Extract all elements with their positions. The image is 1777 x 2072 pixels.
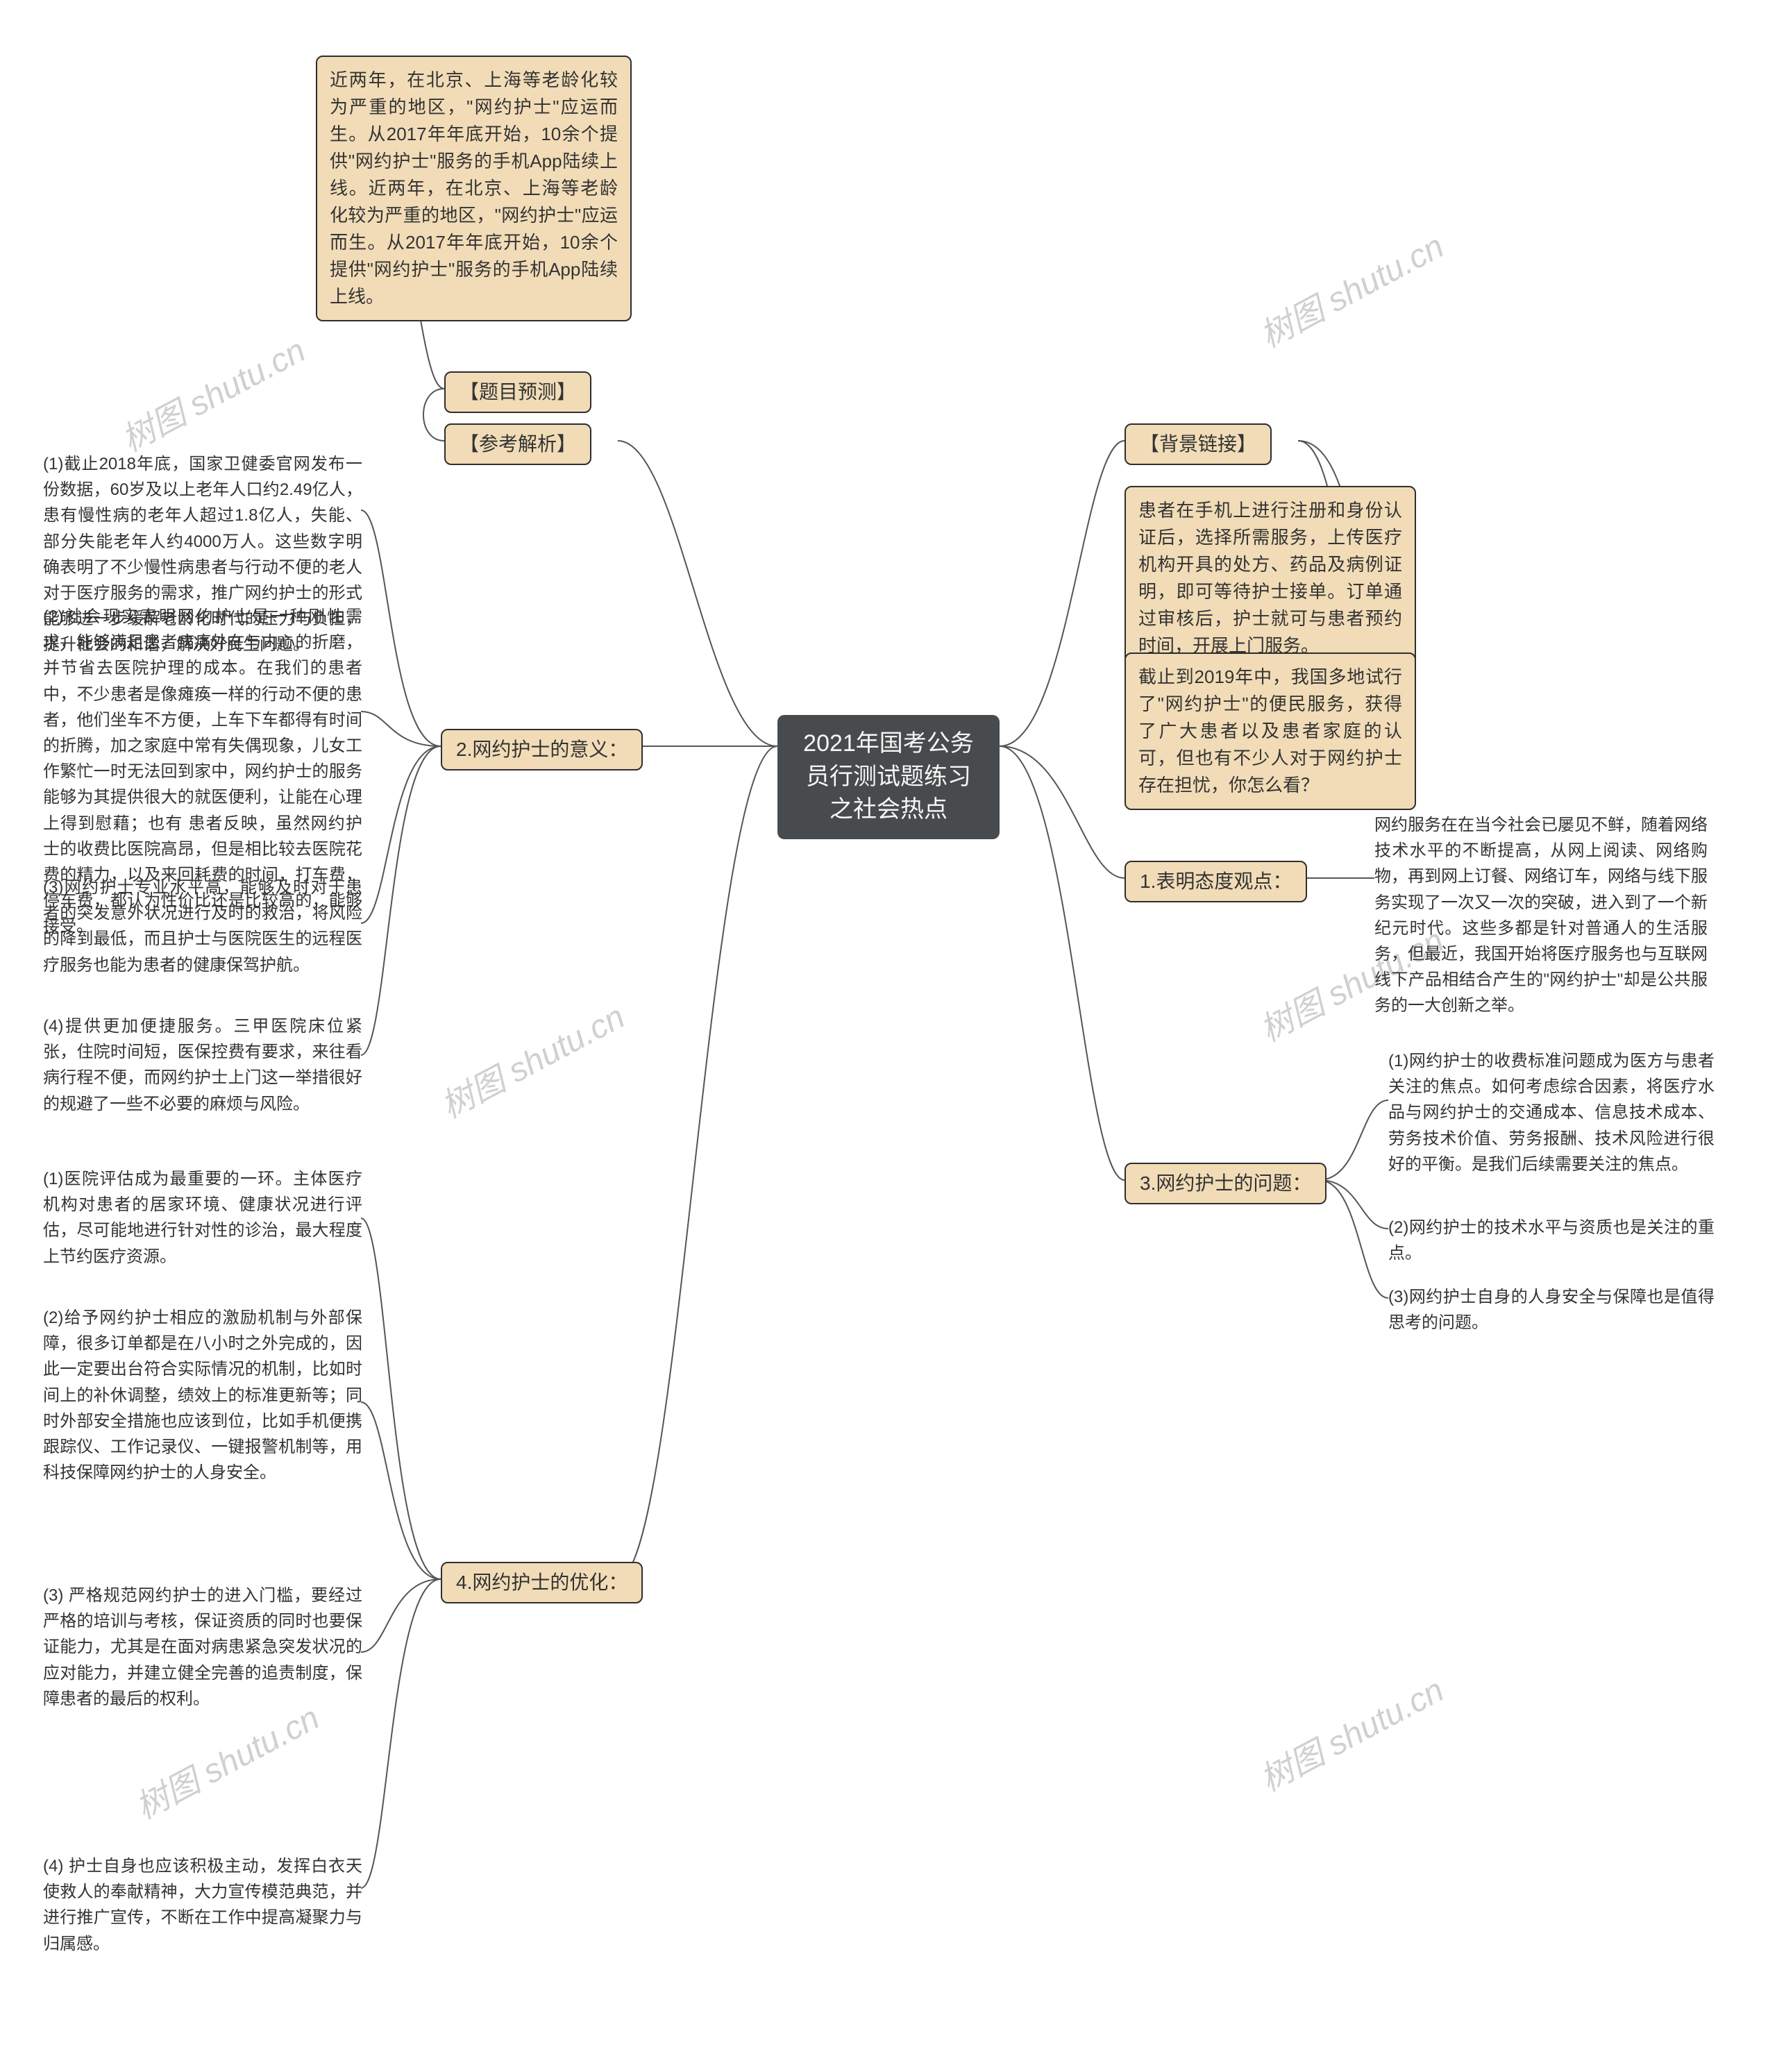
analysis-node: 【参考解析】 xyxy=(444,423,591,465)
sec4-item-2: (2)给予网约护士相应的激励机制与外部保障，很多订单都是在八小时之外完成的，因此… xyxy=(43,1305,362,1485)
sec4-title-node: 4.网约护士的优化： xyxy=(441,1562,643,1603)
bg-b-block: 截止到2019年中，我国多地试行了"网约护士"的便民服务，获得了广大患者以及患者… xyxy=(1125,652,1416,810)
bg-a-block: 患者在手机上进行注册和身份认证后，选择所需服务，上传医疗机构开具的处方、药品及病… xyxy=(1125,486,1416,671)
sec3-item-2: (2)网约护士的技术水平与资质也是关注的重点。 xyxy=(1388,1215,1715,1266)
sec2-item-4: (4)提供更加便捷服务。三甲医院床位紧张，住院时间短，医保控费有要求，来往看病行… xyxy=(43,1013,362,1117)
root-label: 2021年国考公务员行测试题练习之社会热点 xyxy=(803,730,974,823)
sec2-item-3: (3)网约护士专业水平高，能够及时对于患者的突发意外状况进行及时的救治，将风险的… xyxy=(43,875,362,978)
sec1-text: 网约服务在在当今社会已屡见不鲜，随着网络技术水平的不断提高，从网上阅读、网络购物… xyxy=(1374,812,1708,1019)
sec1-title: 1.表明态度观点： xyxy=(1140,870,1292,892)
sec2-title: 2.网约护士的意义： xyxy=(456,739,628,760)
sec3-item-3: (3)网约护士自身的人身安全与保障也是值得思考的问题。 xyxy=(1388,1284,1715,1336)
bg-a-text: 患者在手机上进行注册和身份认证后，选择所需服务，上传医疗机构开具的处方、药品及病… xyxy=(1138,500,1402,656)
mindmap-canvas: 树图 shutu.cn 树图 shutu.cn 树图 shutu.cn 树图 s… xyxy=(0,0,1777,2072)
sec3-item-1: (1)网约护士的收费标准问题成为医方与患者关注的焦点。如何考虑综合因素，将医疗水… xyxy=(1388,1048,1715,1177)
watermark: 树图 shutu.cn xyxy=(112,323,313,461)
background-node: 【背景链接】 xyxy=(1125,423,1272,465)
prediction-label: 【题目预测】 xyxy=(460,381,576,403)
watermark: 树图 shutu.cn xyxy=(1250,219,1451,357)
watermark: 树图 shutu.cn xyxy=(1250,1663,1451,1801)
bg-b-text: 截止到2019年中，我国多地试行了"网约护士"的便民服务，获得了广大患者以及患者… xyxy=(1138,666,1402,795)
sec4-title: 4.网约护士的优化： xyxy=(456,1572,628,1593)
sec2-title-node: 2.网约护士的意义： xyxy=(441,729,643,770)
intro-block: 近两年，在北京、上海等老龄化较为严重的地区，"网约护士"应运而生。从2017年年… xyxy=(316,56,632,321)
root-node: 2021年国考公务员行测试题练习之社会热点 xyxy=(777,715,1000,839)
sec4-item-1: (1)医院评估成为最重要的一环。主体医疗机构对患者的居家环境、健康状况进行评估，… xyxy=(43,1166,362,1270)
analysis-label: 【参考解析】 xyxy=(460,433,576,455)
background-label: 【背景链接】 xyxy=(1140,433,1256,455)
sec4-item-4: (4) 护士自身也应该积极主动，发挥白衣天使救人的奉献精神，大力宣传模范典范，并… xyxy=(43,1853,362,1957)
sec4-item-3: (3) 严格规范网约护士的进入门槛，要经过严格的培训与考核，保证资质的同时也要保… xyxy=(43,1583,362,1712)
intro-text: 近两年，在北京、上海等老龄化较为严重的地区，"网约护士"应运而生。从2017年年… xyxy=(330,69,618,307)
watermark: 树图 shutu.cn xyxy=(431,990,632,1127)
prediction-node: 【题目预测】 xyxy=(444,371,591,413)
sec1-title-node: 1.表明态度观点： xyxy=(1125,861,1307,902)
sec3-title: 3.网约护士的问题： xyxy=(1140,1172,1311,1194)
sec3-title-node: 3.网约护士的问题： xyxy=(1125,1163,1327,1204)
